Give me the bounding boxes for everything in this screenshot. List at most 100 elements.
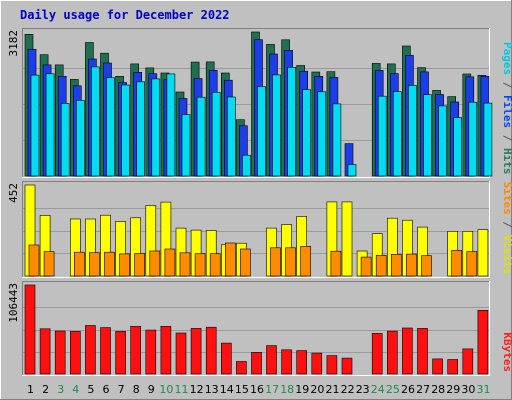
x-label-day-28: 28 <box>431 383 445 396</box>
bar-pages-day-22 <box>347 164 357 177</box>
bar-kbytes-day-18 <box>281 349 292 375</box>
bar-kbytes-day-10 <box>160 325 172 375</box>
bar-sites-day-12 <box>194 253 206 277</box>
x-label-day-7: 7 <box>118 383 125 396</box>
series-pages <box>30 66 493 177</box>
bar-kbytes-day-22 <box>341 357 353 375</box>
legend-item-4: / <box>501 128 512 148</box>
bar-pages-day-21 <box>332 103 342 177</box>
bar-pages-day-13 <box>211 92 221 177</box>
chart-panels: 3182 Pages / Files / Hits 452 Sites / Visit… <box>7 28 512 376</box>
x-label-day-5: 5 <box>87 383 94 396</box>
x-label-day-13: 13 <box>205 383 219 396</box>
bar-sites-day-29 <box>451 250 463 277</box>
bar-kbytes-day-15 <box>236 361 247 375</box>
legend-item-3: Files <box>501 95 512 128</box>
panel-legend: KBytes <box>501 332 512 372</box>
x-label-day-2: 2 <box>42 383 49 396</box>
x-label-day-6: 6 <box>103 383 110 396</box>
bar-sites-day-6 <box>104 251 115 277</box>
x-label-day-25: 25 <box>386 383 400 396</box>
bar-sites-day-13 <box>209 253 221 277</box>
bar-pages-day-17 <box>272 74 281 177</box>
legend-item-3: Visits <box>501 235 512 275</box>
panel-1: 3182 Pages / Files / Hits <box>7 28 512 178</box>
x-label-day-1: 1 <box>27 383 34 396</box>
bar-kbytes-day-8 <box>130 325 141 375</box>
x-label-day-4: 4 <box>72 383 79 396</box>
bar-sites-day-27 <box>421 255 432 277</box>
bar-pages-day-1 <box>30 74 40 177</box>
legend-item-2: / <box>501 75 512 95</box>
x-label-day-17: 17 <box>265 383 279 396</box>
bar-kbytes-day-9 <box>145 329 157 375</box>
y-max-label: 106443 <box>7 283 20 323</box>
bar-sites-day-24 <box>375 255 387 277</box>
bar-kbytes-day-3 <box>54 330 66 375</box>
bar-pages-day-6 <box>106 77 115 177</box>
bar-kbytes-day-27 <box>417 328 428 375</box>
x-label-day-11: 11 <box>175 383 189 396</box>
bar-sites-day-23 <box>360 256 372 277</box>
bar-kbytes-day-2 <box>39 328 51 375</box>
bar-kbytes-day-24 <box>371 333 383 375</box>
bar-sites-day-8 <box>134 253 145 277</box>
bar-pages-day-31 <box>483 102 493 177</box>
bar-kbytes-day-20 <box>311 352 323 375</box>
bar-sites-day-25 <box>390 254 402 277</box>
bar-kbytes-day-11 <box>175 332 187 375</box>
x-label-day-27: 27 <box>416 383 430 396</box>
legend-item-2: / <box>501 215 512 235</box>
bar-kbytes-day-29 <box>447 359 459 375</box>
bar-visits-day-22 <box>341 201 353 277</box>
legend-item-1: Sites <box>501 182 512 215</box>
bar-sites-day-19 <box>300 246 312 277</box>
bar-sites-day-11 <box>179 252 191 277</box>
x-label-day-31: 31 <box>477 383 491 396</box>
bar-kbytes-day-26 <box>402 327 413 375</box>
bar-pages-day-9 <box>151 78 161 177</box>
bar-pages-day-28 <box>438 105 447 177</box>
y-max-label: 3182 <box>7 30 20 57</box>
bar-sites-day-14 <box>225 242 236 277</box>
panel-legend: Sites / Visits <box>501 182 512 275</box>
bar-pages-day-2 <box>45 73 55 177</box>
bar-kbytes-day-14 <box>221 342 232 375</box>
bar-kbytes-day-17 <box>266 345 277 375</box>
bar-sites-day-26 <box>406 253 417 277</box>
x-label-day-9: 9 <box>148 383 155 396</box>
bar-sites-day-2 <box>43 251 55 277</box>
x-label-day-23: 23 <box>356 383 370 396</box>
bar-sites-day-15 <box>240 248 251 277</box>
x-label-day-3: 3 <box>57 383 64 396</box>
bar-pages-day-29 <box>453 117 463 177</box>
x-label-day-16: 16 <box>250 383 264 396</box>
x-axis-labels: 1 2 3 4 5 6 7 8 9 10 11 12 13 14 15 16 17 18 19 20 21 22 23 24 2… <box>27 383 491 396</box>
bar-pages-day-12 <box>196 96 206 177</box>
bar-pages-day-24 <box>377 95 387 177</box>
bar-pages-day-4 <box>76 100 85 177</box>
bar-kbytes-day-25 <box>386 330 398 375</box>
bar-sites-day-5 <box>89 252 100 277</box>
bar-pages-day-30 <box>468 101 478 177</box>
bar-sites-day-17 <box>270 247 281 277</box>
x-label-day-22: 22 <box>341 383 355 396</box>
x-label-day-24: 24 <box>371 383 385 396</box>
bar-pages-day-3 <box>60 103 70 177</box>
bar-pages-day-26 <box>408 85 417 177</box>
chart-title: Daily usage for December 2022 <box>20 8 230 22</box>
legend-item-1: KBytes <box>501 332 512 372</box>
panel-legend: Pages / Files / Hits <box>501 42 512 175</box>
bar-pages-day-16 <box>257 86 266 177</box>
bar-pages-day-15 <box>242 154 251 177</box>
legend-item-1: Pages <box>501 42 512 75</box>
bar-pages-day-14 <box>227 96 236 177</box>
x-label-day-8: 8 <box>133 383 140 396</box>
panel-2: 452 Sites / Visits <box>7 181 512 278</box>
x-label-day-19: 19 <box>295 383 309 396</box>
bar-visits-day-31 <box>477 229 489 277</box>
series-sites <box>28 242 478 277</box>
bar-kbytes-day-21 <box>326 355 338 375</box>
bar-pages-day-27 <box>423 94 432 177</box>
bar-pages-day-11 <box>181 114 191 177</box>
